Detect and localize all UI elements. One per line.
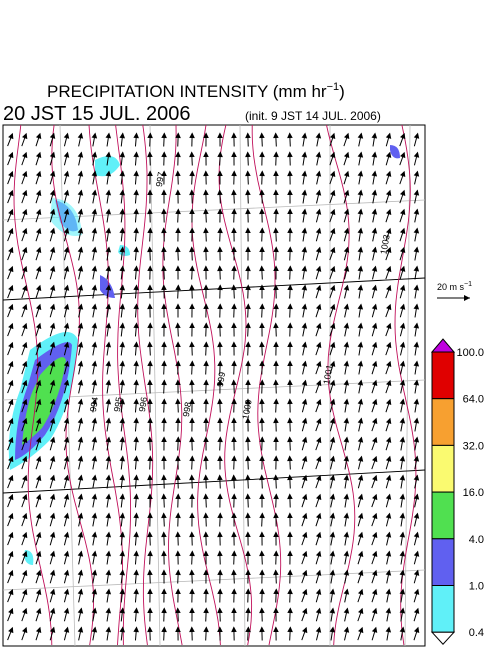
reference-arrowhead — [464, 295, 470, 301]
colorbar-label: 32.0 — [463, 440, 484, 452]
reference-label-main: 20 m s — [437, 282, 465, 292]
reference-label-sup: −1 — [464, 281, 472, 288]
colorbar-label: 4.0 — [469, 534, 484, 546]
colorbar-label: 1.0 — [469, 581, 484, 593]
colorbar-label: 100.0 — [456, 347, 484, 359]
reference-vector: 20 m s−1 — [437, 281, 472, 301]
colorbar-label: 16.0 — [463, 487, 484, 499]
colorbar-over — [432, 339, 454, 352]
init-time: (init. 9 JST 14 JUL. 2006) — [245, 109, 381, 123]
title-end: ) — [339, 82, 345, 101]
colorbar-segment — [432, 539, 454, 586]
title-sup: −1 — [327, 81, 340, 93]
colorbar-under — [432, 632, 454, 644]
title: PRECIPITATION INTENSITY (mm hr−1) — [47, 81, 345, 101]
colorbar-segment — [432, 445, 454, 492]
colorbar-label: 64.0 — [463, 394, 484, 406]
reference-label: 20 m s−1 — [437, 281, 472, 292]
colorbar: 100.0 64.0 32.0 16.0 4.0 1.0 0.4 — [432, 339, 484, 644]
colorbar-label: 0.4 — [469, 627, 484, 639]
colorbar-segment — [432, 586, 454, 633]
colorbar-segment — [432, 399, 454, 446]
valid-time: 20 JST 15 JUL. 2006 — [3, 103, 191, 125]
colorbar-segment — [432, 492, 454, 539]
title-main: PRECIPITATION INTENSITY (mm hr — [47, 82, 327, 101]
colorbar-segment — [432, 352, 454, 399]
